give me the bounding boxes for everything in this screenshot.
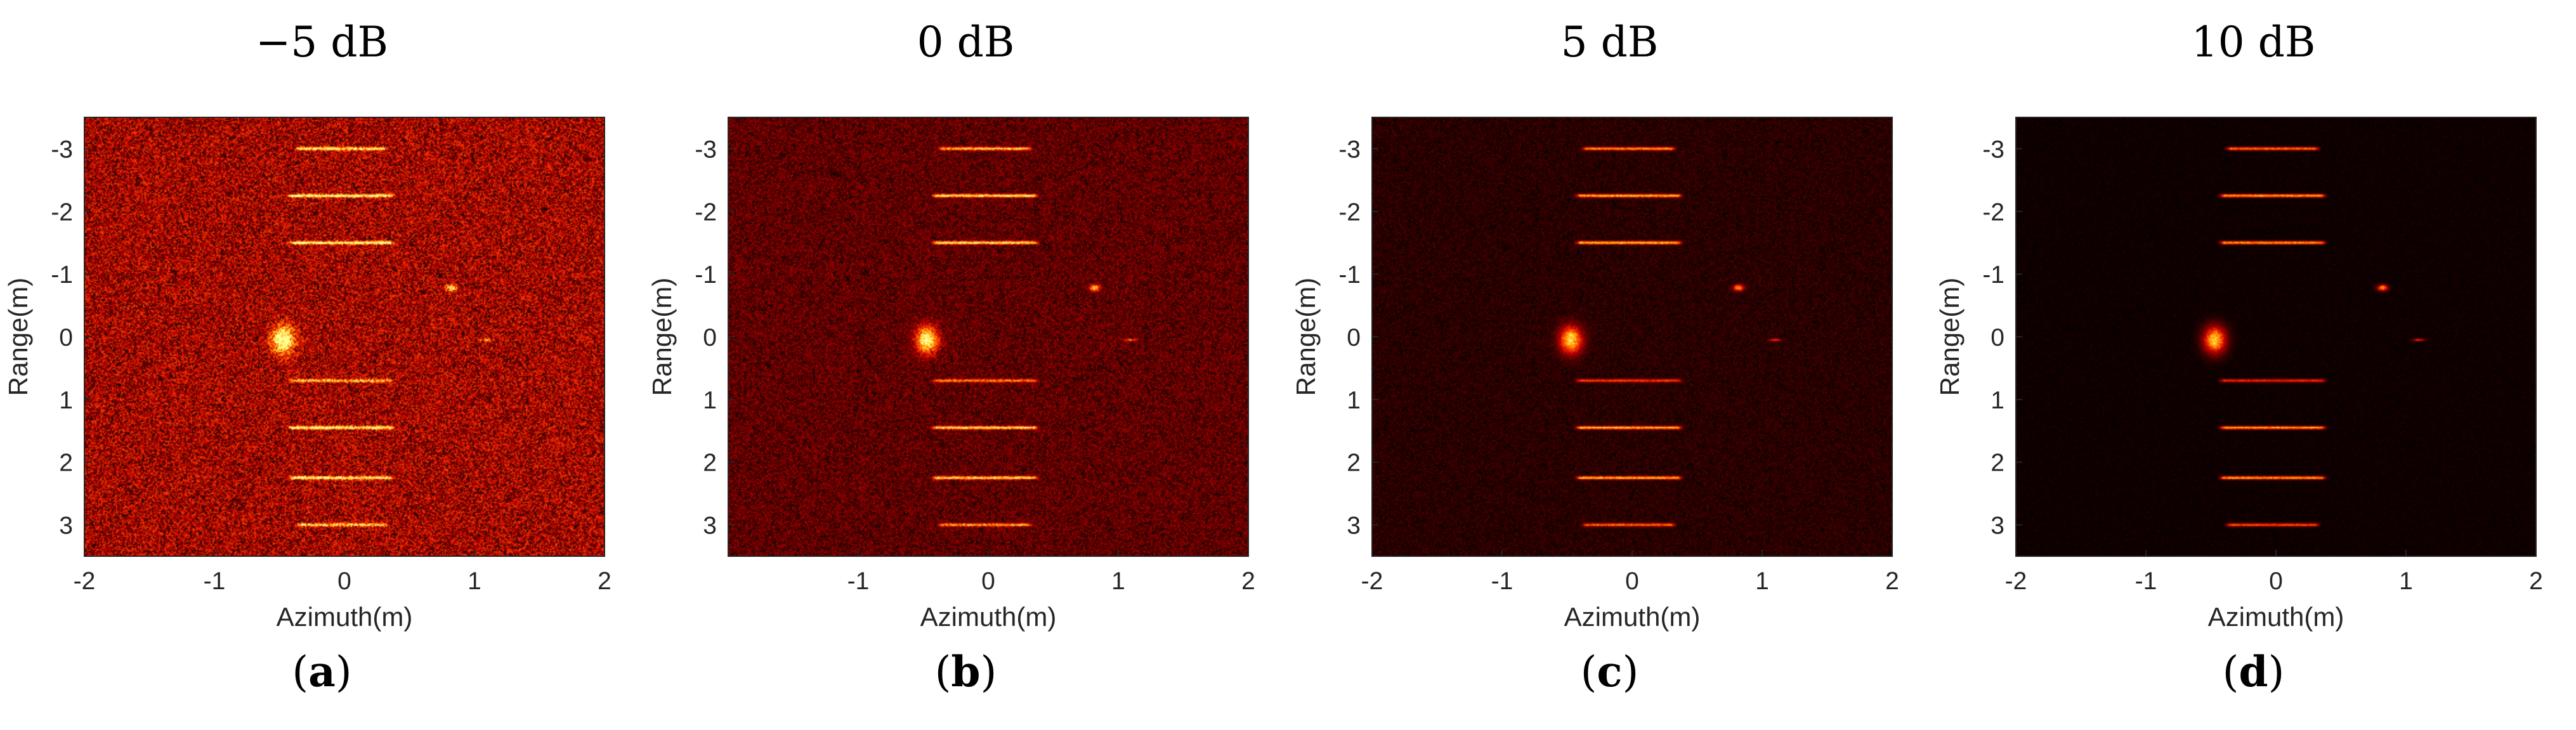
panel-title: 0 dB (917, 18, 1015, 67)
y-tick-label: 1 (703, 387, 717, 414)
y-tick-label: 3 (703, 512, 717, 540)
x-tick-label: 2 (2529, 568, 2543, 595)
panel-label: (d) (2222, 647, 2285, 696)
x-tick-label: -2 (2005, 568, 2027, 595)
y-tick-label: -3 (1338, 136, 1361, 163)
x-tick-label: 0 (1625, 568, 1639, 595)
heatmap-image (728, 117, 1248, 556)
x-axis-label: Azimuth(m) (277, 602, 413, 632)
x-tick-label: 0 (2269, 568, 2283, 595)
heatmap-image (1372, 117, 1892, 556)
x-axis-label: Azimuth(m) (920, 602, 1057, 632)
y-tick-label: -1 (695, 261, 717, 289)
panel-title: 10 dB (2191, 18, 2316, 67)
x-axis-label: Azimuth(m) (1564, 602, 1701, 632)
x-tick-label: -2 (1361, 568, 1383, 595)
x-tick-label: -1 (847, 568, 870, 595)
panel-a: −5 dB -2 -1 0 1 2 -3 -2 -1 0 1 2 3 Azimuth(m) Range(m… (0, 0, 644, 730)
y-tick-label: 0 (59, 324, 73, 351)
x-tick-label: 1 (1755, 568, 1769, 595)
x-axis-label: Azimuth(m) (2208, 602, 2344, 632)
y-tick-label: 3 (1347, 512, 1361, 540)
y-tick-label: 1 (1347, 387, 1361, 414)
x-tick-label: 2 (1241, 568, 1255, 595)
y-tick-label: 1 (59, 387, 73, 414)
x-tick-label: -1 (1491, 568, 1514, 595)
y-tick-label: 2 (1991, 450, 2004, 477)
heatmap-plot: -2 -1 0 1 2 -3 -2 -1 0 1 2 3 Azimuth(m) Range(m) (3, 117, 611, 632)
panel-label: (a) (292, 647, 352, 696)
y-tick-label: 2 (59, 450, 73, 477)
y-tick-label: 2 (1347, 450, 1361, 477)
panel-label: (c) (1580, 647, 1639, 696)
y-tick-label: 2 (703, 450, 717, 477)
x-tick-label: 2 (598, 568, 611, 595)
y-tick-label: 1 (1991, 387, 2004, 414)
y-tick-label: -2 (1982, 199, 2004, 226)
x-tick-label: 1 (2399, 568, 2413, 595)
y-tick-label: -3 (51, 136, 73, 163)
panel-title: −5 dB (255, 18, 389, 67)
y-tick-label: 0 (1347, 324, 1361, 351)
y-tick-label: -2 (695, 199, 717, 226)
y-tick-label: 3 (59, 512, 73, 540)
panel-d: 10 dB -2 -1 0 1 2 -3 -2 -1 0 1 2 3 Azimuth(m) Range(m… (1932, 0, 2575, 730)
y-tick-label: 0 (703, 324, 717, 351)
x-tick-label: 2 (1885, 568, 1899, 595)
heatmap-plot: -1 0 1 2 -3 -2 -1 0 1 2 3 Azimuth(m) Range(m) (647, 117, 1255, 632)
x-tick-label: -1 (204, 568, 226, 595)
x-tick-label: 0 (981, 568, 995, 595)
heatmap-plot: -2 -1 0 1 2 -3 -2 -1 0 1 2 3 Azimuth(m) Range(m) (1935, 117, 2543, 632)
x-tick-label: -1 (2135, 568, 2157, 595)
panel-label: (b) (934, 647, 997, 696)
heatmap-plot: -2 -1 0 1 2 -3 -2 -1 0 1 2 3 Azimuth(m) Range(m) (1291, 117, 1899, 632)
y-axis-label: Range(m) (1291, 278, 1321, 396)
y-tick-label: 3 (1991, 512, 2004, 540)
heatmap-image (2016, 117, 2536, 556)
y-tick-label: -2 (1338, 199, 1361, 226)
y-tick-label: -3 (695, 136, 717, 163)
x-tick-label: -2 (74, 568, 96, 595)
x-tick-label: 0 (337, 568, 351, 595)
panel-b: 0 dB -1 0 1 2 -3 -2 -1 0 1 2 3 Azimuth(m) Range(m) (… (644, 0, 1288, 730)
y-tick-label: -1 (1338, 261, 1361, 289)
y-tick-label: -3 (1982, 136, 2004, 163)
y-tick-label: 0 (1991, 324, 2004, 351)
y-tick-label: -1 (51, 261, 73, 289)
y-tick-label: -2 (51, 199, 73, 226)
panel-title: 5 dB (1560, 18, 1659, 67)
y-tick-label: -1 (1982, 261, 2004, 289)
x-tick-label: 1 (1111, 568, 1125, 595)
heatmap-image (84, 117, 605, 556)
y-axis-label: Range(m) (3, 278, 33, 396)
y-axis-label: Range(m) (1935, 278, 1965, 396)
y-axis-label: Range(m) (647, 278, 677, 396)
panel-c: 5 dB -2 -1 0 1 2 -3 -2 -1 0 1 2 3 Azimuth(m) Range(m)… (1288, 0, 1932, 730)
x-tick-label: 1 (467, 568, 481, 595)
